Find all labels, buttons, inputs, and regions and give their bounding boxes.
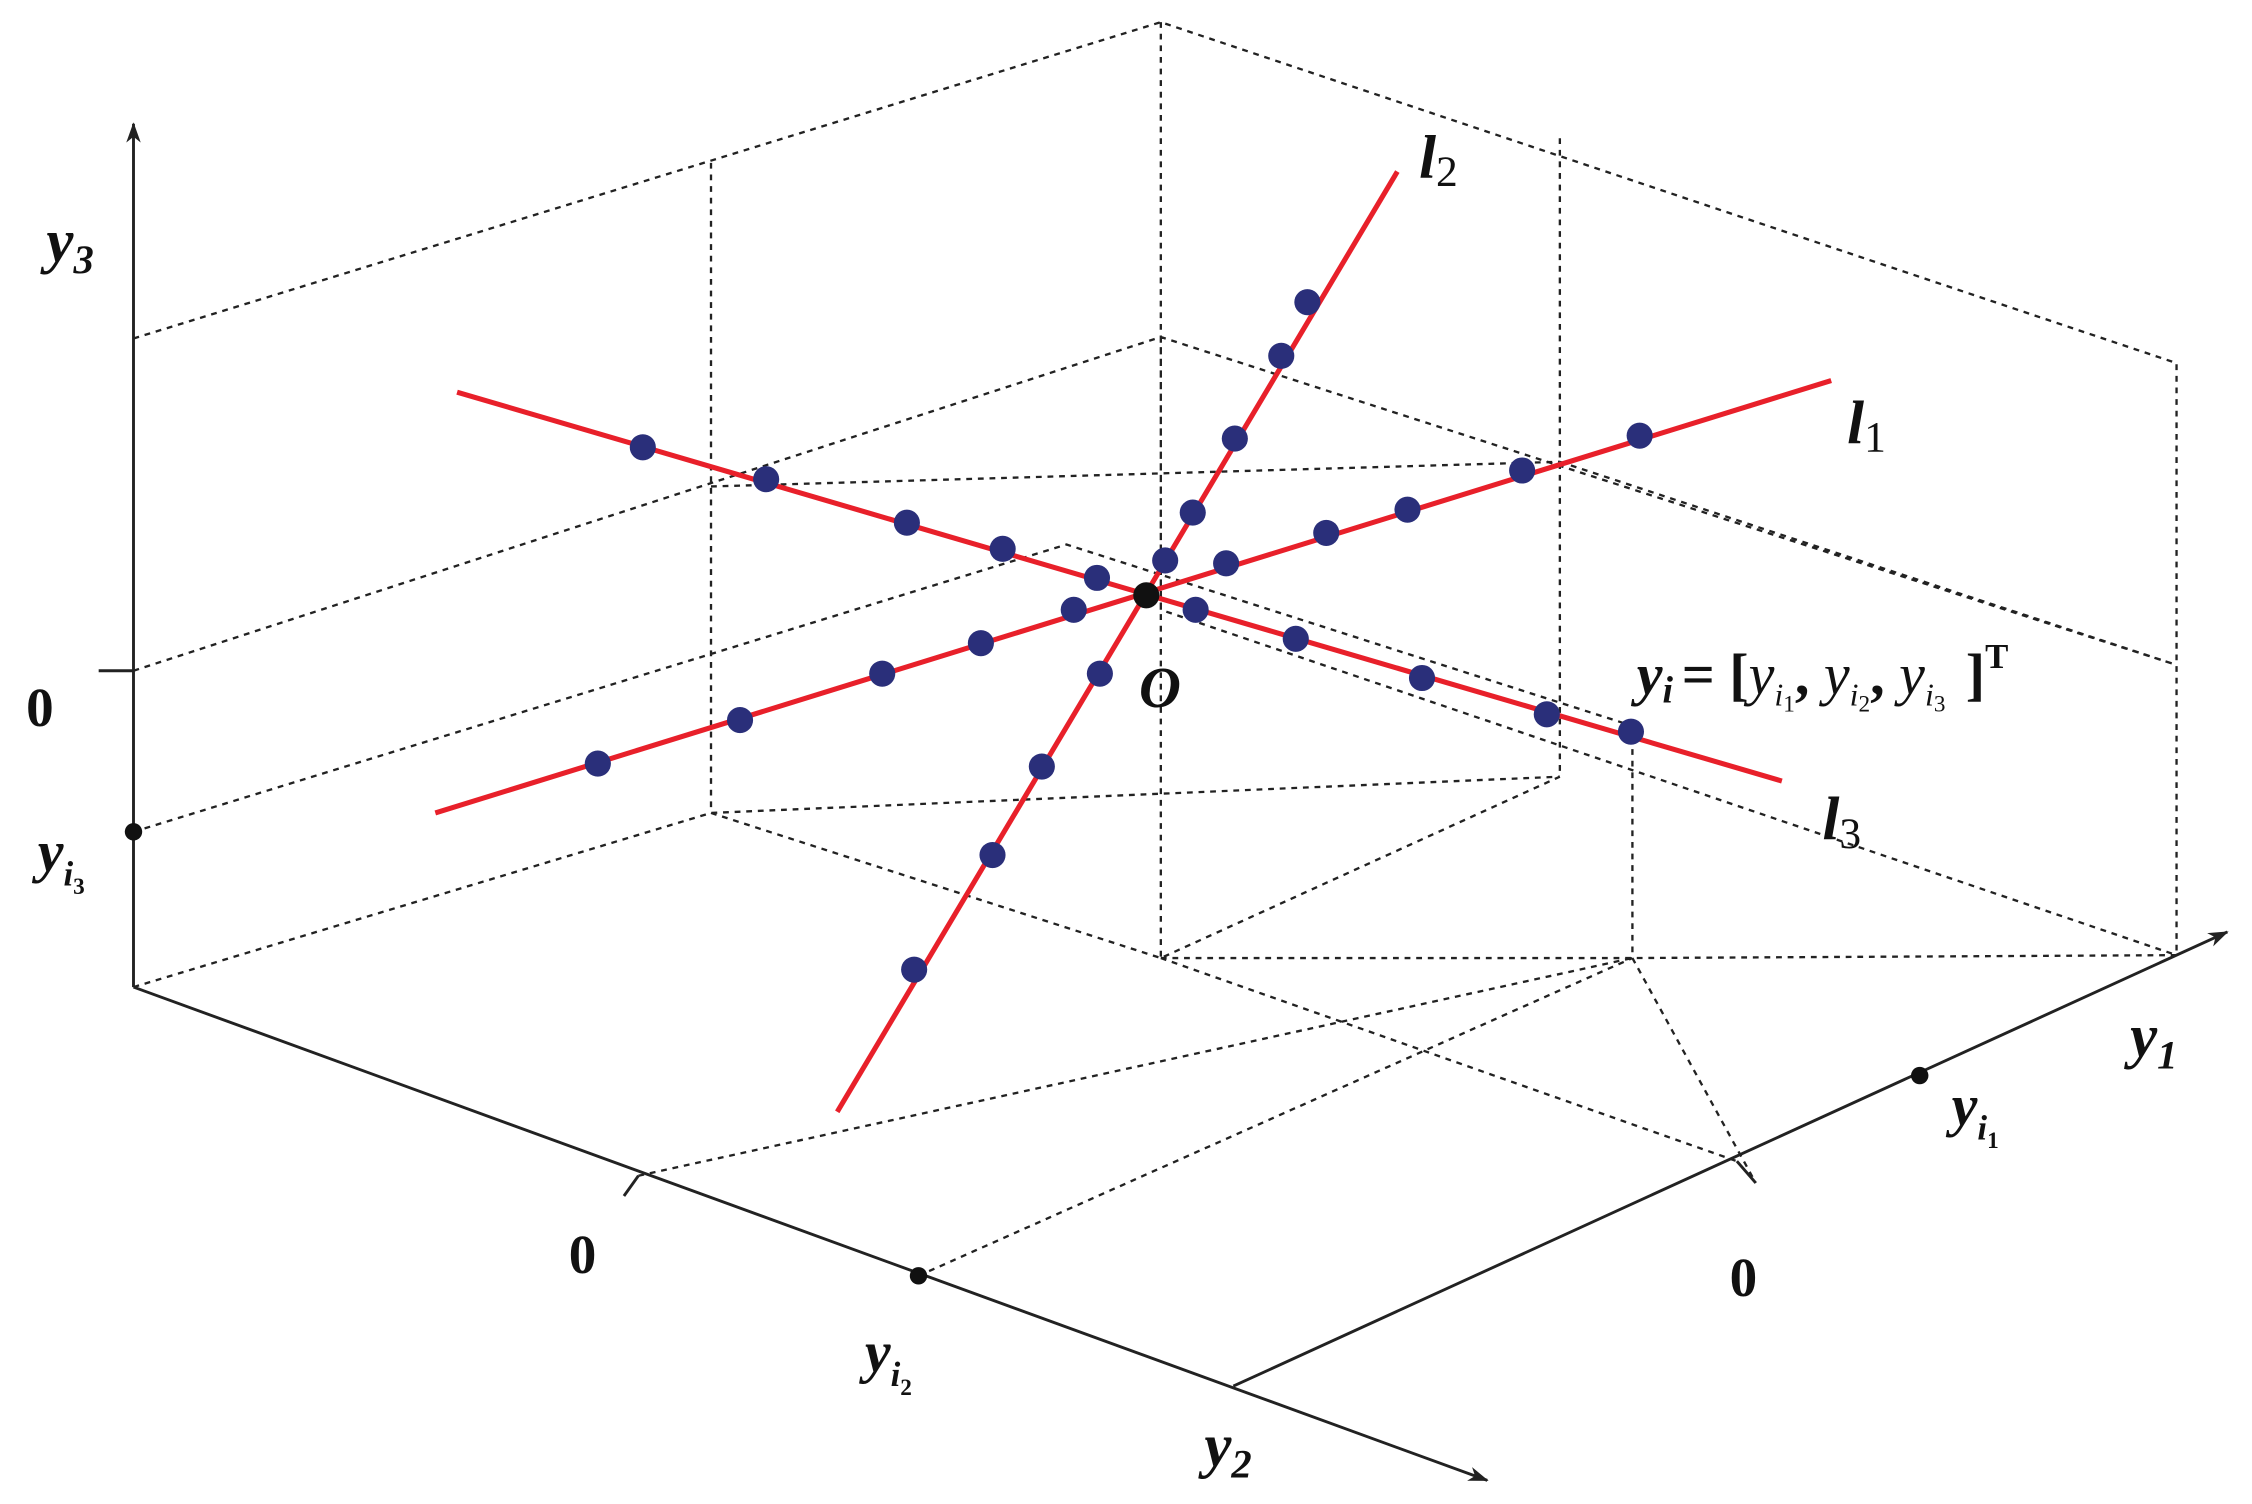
sample-point — [967, 630, 994, 657]
sample-point — [726, 707, 754, 734]
sample-points — [584, 289, 1653, 983]
text-part: i — [1925, 678, 1934, 713]
text-part: i — [1774, 678, 1783, 713]
origin-label: O — [1139, 655, 1181, 720]
text-part: l — [1847, 390, 1864, 457]
sample-point — [584, 750, 611, 777]
shape — [1911, 1066, 1929, 1085]
text-part: 3 — [72, 237, 93, 282]
text-part: 3 — [1839, 810, 1861, 858]
line-label: l2 — [1419, 124, 1458, 196]
sample-point — [1268, 342, 1295, 369]
sample-point — [893, 509, 920, 536]
zero-label: 0 — [26, 677, 54, 738]
text-part: y — [32, 819, 64, 884]
sample-point — [1086, 660, 1113, 687]
text-part: y — [859, 1320, 891, 1385]
text-part: ] — [1966, 642, 1985, 707]
text-part: y — [1894, 642, 1925, 707]
sample-point — [1626, 422, 1653, 449]
zero-label: 0 — [569, 1224, 597, 1285]
projection-label: yi1 — [1946, 1073, 1999, 1154]
sample-point — [1152, 547, 1179, 574]
text-part: y — [39, 209, 74, 276]
sample-point — [753, 466, 780, 493]
text-part: y — [1946, 1073, 1978, 1138]
sample-point — [1060, 596, 1087, 623]
shape — [1735, 1160, 1757, 1184]
axis-label: y1 — [2123, 1004, 2177, 1078]
shape — [909, 1267, 928, 1285]
origin-point — [1133, 582, 1160, 609]
projection-label: yi2 — [859, 1320, 912, 1401]
text-part: l — [1822, 786, 1839, 853]
shape — [456, 389, 1783, 784]
shape — [835, 170, 1400, 1114]
axes — [98, 122, 2229, 1482]
text-part: i — [63, 854, 73, 893]
sample-point — [979, 841, 1006, 869]
shape — [132, 985, 1489, 1482]
text-part: , — [1870, 642, 1885, 707]
lines — [434, 170, 1832, 1114]
text-part: i — [1977, 1108, 1987, 1147]
text-part: T — [1985, 637, 2008, 676]
axis-label: y2 — [1197, 1413, 1251, 1487]
line-label: l3 — [1822, 786, 1861, 858]
sample-point — [1509, 457, 1536, 484]
text-part: 1 — [1783, 691, 1795, 717]
text-part: i — [891, 1355, 901, 1394]
text-part: y — [2123, 1004, 2158, 1071]
text-part: l — [1419, 124, 1436, 191]
projection-label: yi3 — [32, 819, 85, 900]
text-part: y — [1197, 1413, 1232, 1480]
equation: yi = [yi1, yi2, yi3]T — [1631, 637, 2009, 718]
shape — [124, 823, 143, 841]
shape — [1232, 930, 2229, 1388]
text-part: 1 — [1864, 414, 1886, 462]
text-part: 2 — [1436, 148, 1458, 196]
sample-point — [1083, 564, 1111, 591]
text-part: y — [1744, 642, 1775, 707]
sample-point — [901, 956, 928, 983]
sample-point — [1408, 664, 1436, 692]
text-part: 2 — [900, 1375, 912, 1401]
sample-point — [1313, 519, 1340, 546]
sample-point — [1213, 550, 1240, 577]
text-part: , — [1795, 642, 1810, 707]
text-part: i — [1663, 670, 1674, 712]
text-part: 2 — [1230, 1442, 1251, 1487]
axis-label: y3 — [39, 209, 93, 283]
text-part: = [ — [1682, 642, 1749, 707]
sample-point — [1028, 753, 1055, 780]
line-label: l1 — [1847, 390, 1886, 462]
sample-point — [1394, 496, 1421, 523]
shape — [622, 1174, 640, 1197]
text-part: 3 — [73, 874, 85, 900]
sample-point — [1294, 289, 1321, 316]
sample-point — [1179, 499, 1206, 526]
sample-point — [1282, 625, 1309, 652]
sample-point — [629, 434, 656, 461]
sample-point — [989, 535, 1016, 562]
text-part: 1 — [2157, 1032, 2177, 1077]
zero-label: 0 — [1730, 1247, 1758, 1308]
sample-point — [1221, 425, 1248, 452]
sample-point — [1617, 718, 1645, 745]
sample-point — [869, 660, 896, 687]
text-part: i — [1850, 678, 1859, 713]
text-part: y — [1631, 642, 1663, 707]
sample-point — [1182, 596, 1209, 623]
text-part: 1 — [1987, 1128, 1999, 1154]
text-part: 3 — [1934, 691, 1946, 717]
text-part: 2 — [1859, 691, 1871, 717]
shape — [434, 378, 1832, 816]
sample-point — [1533, 701, 1560, 728]
text-part: y — [1819, 642, 1850, 707]
